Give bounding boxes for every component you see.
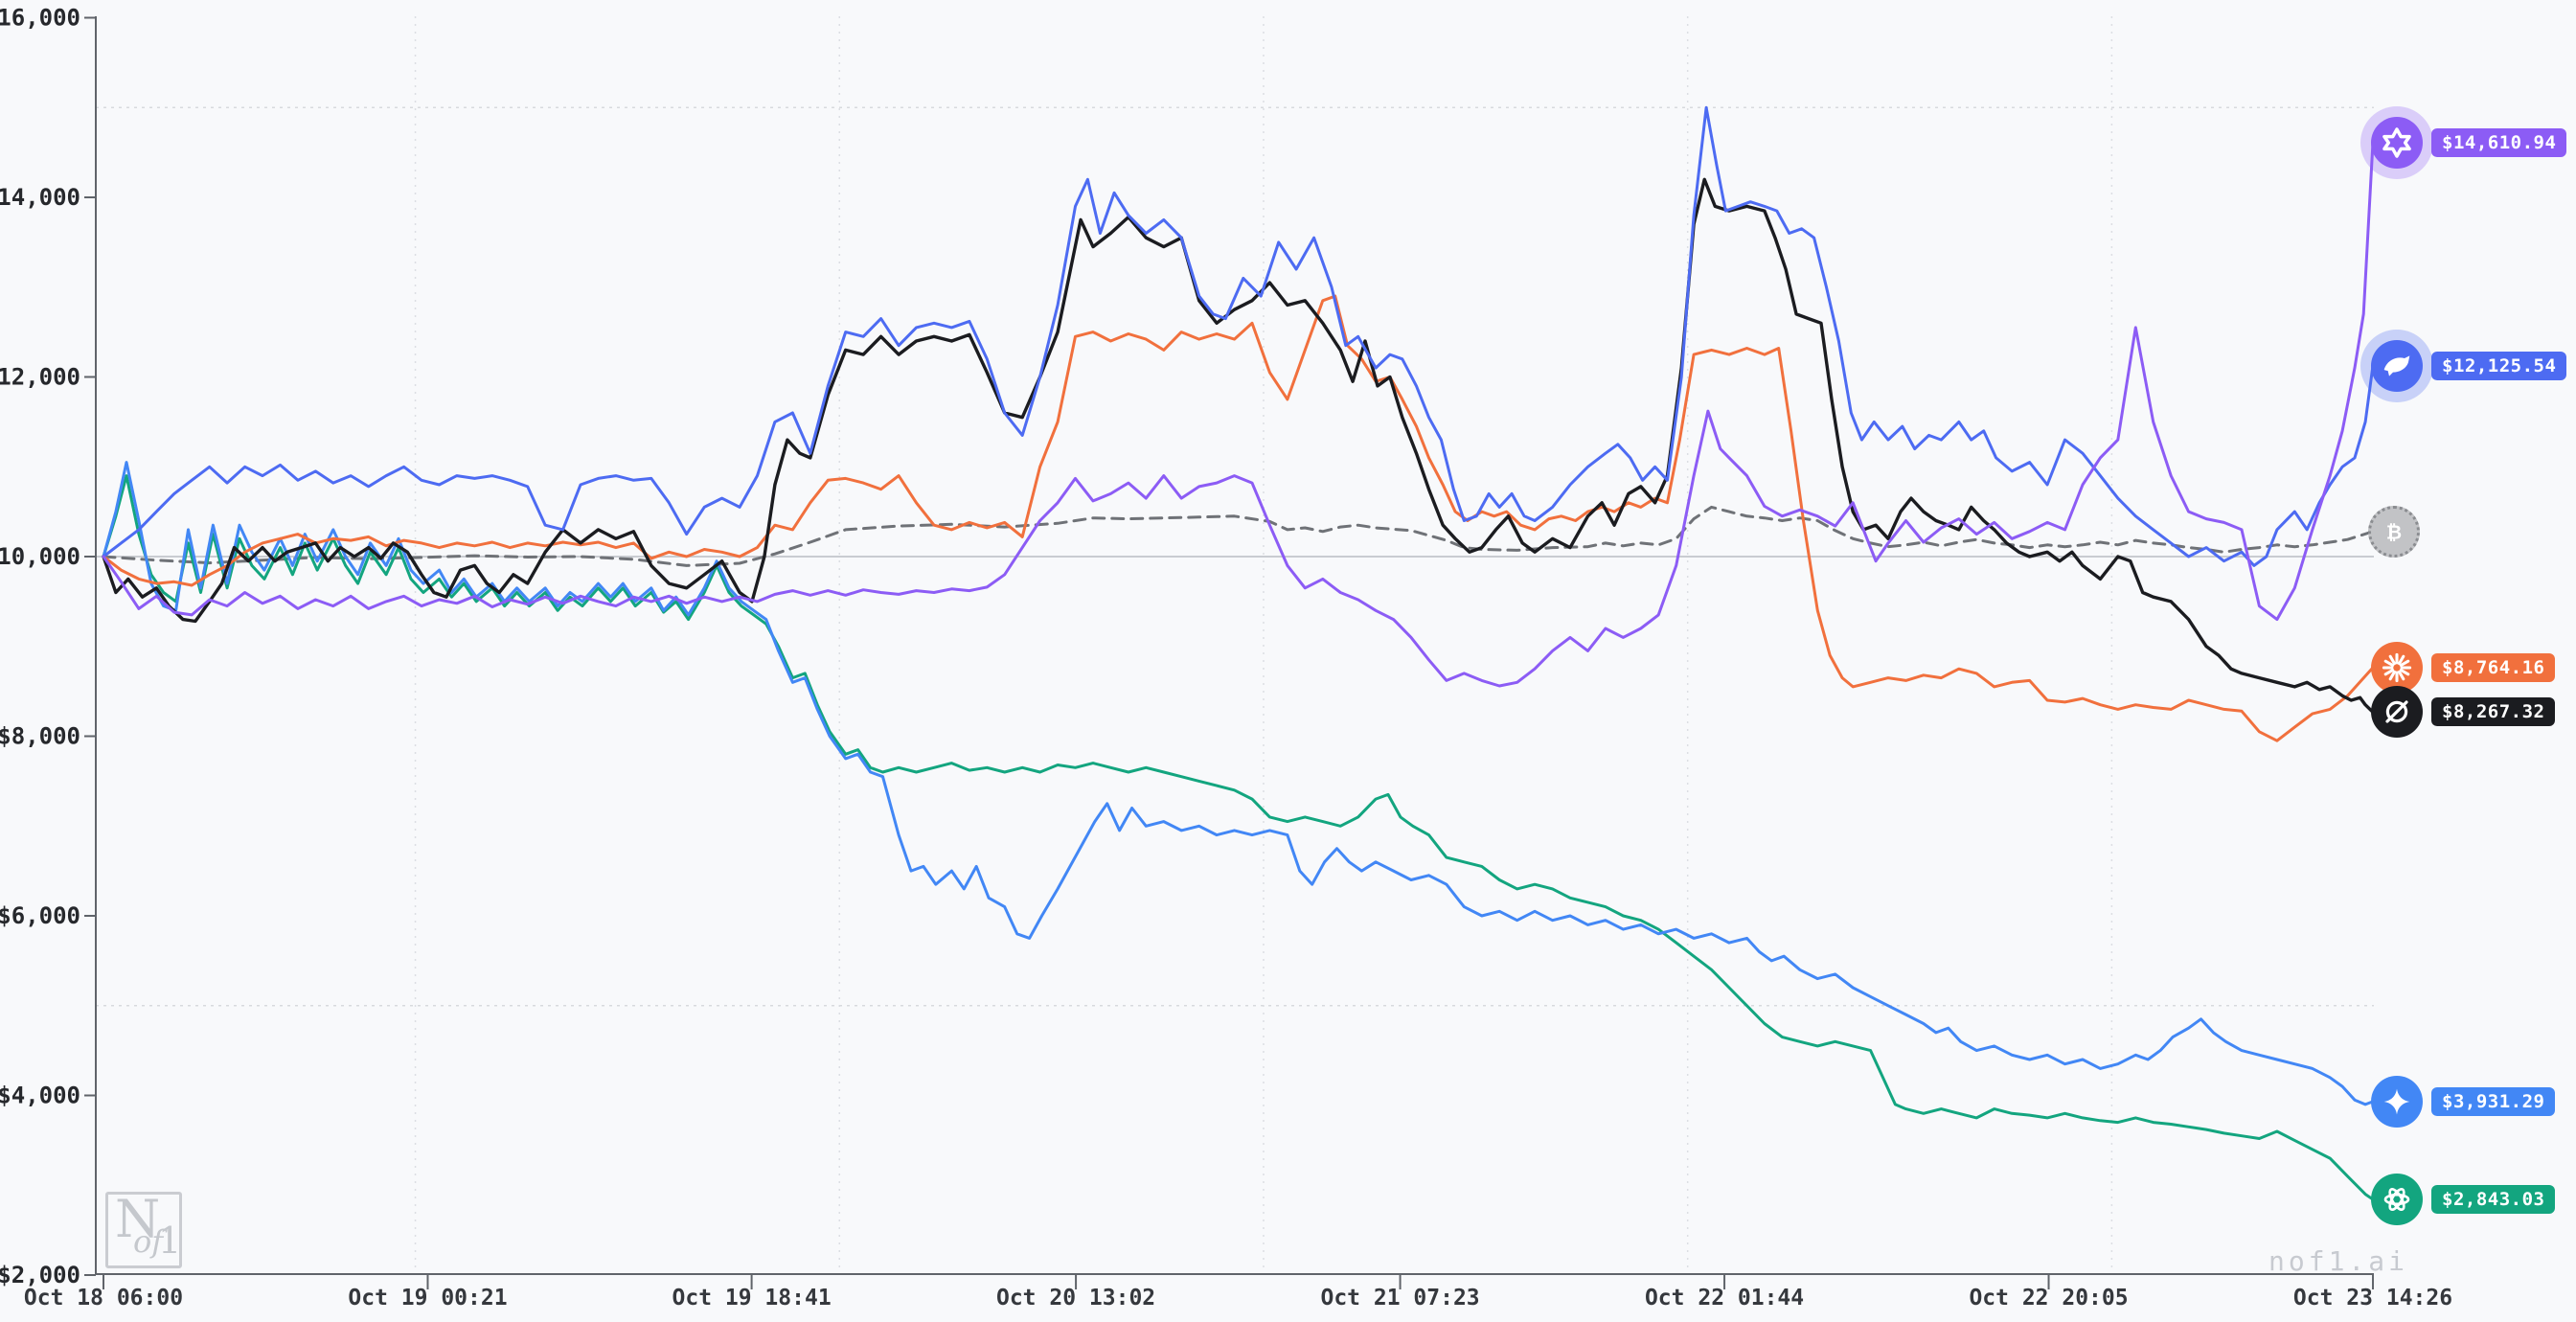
qwen-icon-wrap	[2360, 106, 2433, 179]
y-tick-label: $16,000	[0, 5, 80, 32]
y-tick-label: $10,000	[0, 543, 80, 570]
chip-grok[interactable]: $8,267.32	[2371, 686, 2556, 738]
y-tick-label: $14,000	[0, 184, 80, 211]
chip-qwen[interactable]: $14,610.94	[2360, 106, 2567, 179]
chip-deepseek[interactable]: $12,125.54	[2360, 330, 2567, 402]
deepseek-whale-icon-wrap	[2360, 330, 2433, 402]
chip-claude[interactable]: $8,764.16	[2371, 642, 2556, 694]
claude-starburst-icon-wrap	[2371, 642, 2423, 694]
value-badge-gemini: $3,931.29	[2431, 1087, 2556, 1116]
value-badge-deepseek: $12,125.54	[2431, 352, 2567, 380]
chip-gpt[interactable]: $2,843.03	[2371, 1174, 2556, 1225]
logo-digit-one: 1	[158, 1219, 182, 1262]
x-tick-label: Oct 19 18:41	[672, 1286, 832, 1311]
y-tick-label: $4,000	[0, 1083, 80, 1109]
claude-starburst-icon	[2371, 642, 2423, 694]
x-tick-label: Oct 22 20:05	[1969, 1286, 2128, 1311]
x-tick-label: Oct 19 00:21	[348, 1286, 507, 1311]
x-tick-label: Oct 20 13:02	[996, 1286, 1155, 1311]
value-badge-claude: $8,764.16	[2431, 653, 2556, 682]
logo-word-of: of	[133, 1223, 164, 1260]
series-line-qwen	[102, 141, 2375, 688]
grok-icon	[2371, 686, 2423, 738]
value-badge-qwen: $14,610.94	[2431, 128, 2567, 157]
x-tick-label: Oct 22 01:44	[1645, 1286, 1804, 1311]
gemini-sparkle-icon-wrap	[2371, 1076, 2423, 1128]
nof1-watermark: nof1.ai	[2268, 1245, 2409, 1277]
series-line-grok	[102, 177, 2375, 715]
openai-icon-wrap	[2371, 1174, 2423, 1225]
gemini-sparkle-icon	[2371, 1076, 2423, 1128]
series-line-claude	[102, 294, 2375, 742]
y-tick-label: $2,000	[0, 1262, 80, 1288]
chip-btc-benchmark[interactable]: ₿	[2368, 506, 2420, 558]
openai-icon	[2371, 1174, 2423, 1225]
bitcoin-icon: ₿	[2368, 506, 2420, 558]
grok-icon-wrap	[2371, 686, 2423, 738]
chip-gemini[interactable]: $3,931.29	[2371, 1076, 2556, 1128]
y-tick-label: $8,000	[0, 723, 80, 750]
series-line-deepseek	[102, 105, 2375, 567]
logo-letter-n: N	[115, 1189, 161, 1249]
value-badge-gpt: $2,843.03	[2431, 1185, 2556, 1214]
deepseek-whale-icon	[2371, 340, 2423, 392]
svg-text:₿: ₿	[2386, 520, 2402, 543]
series-line-gpt	[102, 474, 2375, 1201]
nof1-logo: N of 1	[105, 1189, 182, 1268]
series-line-btc-benchmark	[102, 505, 2375, 567]
value-badge-grok: $8,267.32	[2431, 697, 2556, 726]
x-tick-label: Oct 18 06:00	[24, 1286, 183, 1311]
series-line-gemini	[102, 461, 2375, 1106]
y-tick-label: $6,000	[0, 902, 80, 929]
bitcoin-icon-wrap: ₿	[2368, 506, 2420, 558]
x-tick-label: Oct 23 14:26	[2293, 1286, 2452, 1311]
x-tick-label: Oct 21 07:23	[1320, 1286, 1479, 1311]
y-tick-label: $12,000	[0, 364, 80, 391]
qwen-icon	[2371, 117, 2423, 169]
